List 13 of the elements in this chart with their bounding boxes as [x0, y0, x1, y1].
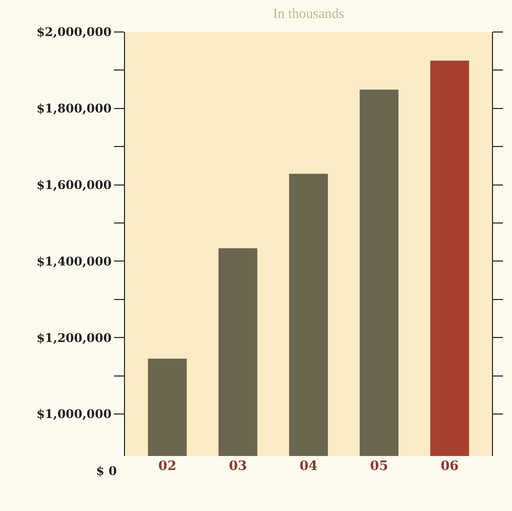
x-tick-label: 02 [158, 459, 176, 474]
y-tick-label: $1,800,000 [36, 102, 112, 116]
y-tick-label: $2,000,000 [36, 25, 112, 40]
x-tick-label: 04 [299, 459, 318, 474]
y-tick-label: $1,000,000 [36, 407, 112, 422]
x-tick-label: 03 [228, 459, 247, 474]
y-tick-label: $1,200,000 [36, 330, 112, 345]
text: $ 0 [96, 464, 117, 478]
y-tick-label: $1,600,000 [36, 178, 112, 192]
x-tick-label: 06 [440, 459, 459, 474]
x-tick-label: 05 [370, 459, 388, 474]
y-tick-label: $1,400,000 [36, 254, 112, 268]
chart-subtitle: In thousands [273, 7, 344, 22]
